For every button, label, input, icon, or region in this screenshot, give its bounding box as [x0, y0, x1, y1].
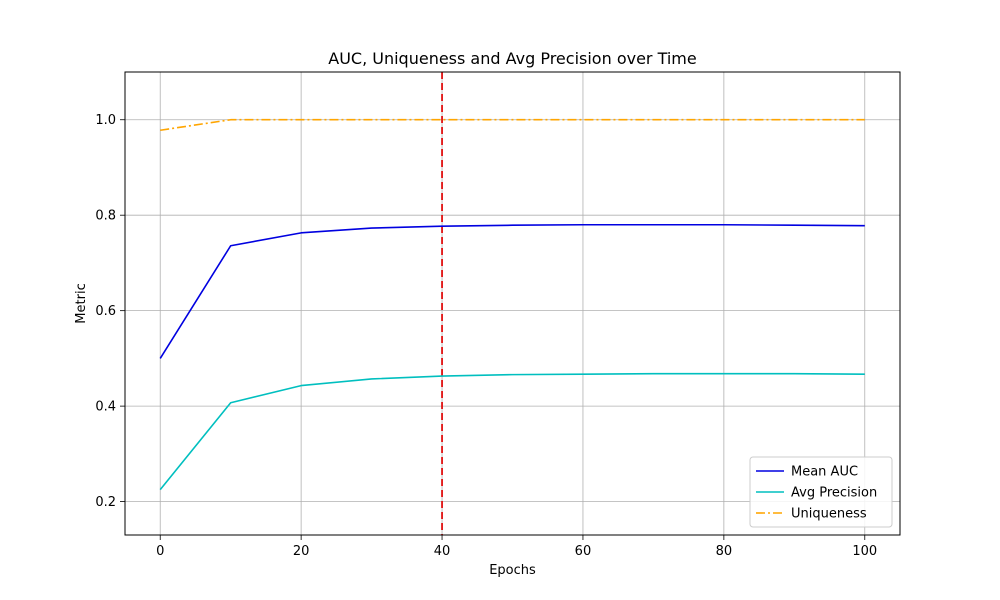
x-tick-label: 20 — [293, 544, 310, 559]
y-tick-label: 0.4 — [95, 400, 116, 415]
series-line-uniqueness — [160, 118, 865, 132]
x-tick-label: 40 — [434, 544, 451, 559]
series-line-avg-precision — [159, 372, 865, 491]
chart-title: AUC, Uniqueness and Avg Precision over T… — [328, 49, 696, 68]
y-axis-label: Metric — [74, 283, 89, 323]
series-layer — [159, 118, 865, 491]
x-tick-label: 80 — [716, 544, 733, 559]
legend-box — [749, 456, 893, 528]
legend-label: Mean AUC — [791, 465, 858, 480]
x-axis-label: Epochs — [489, 563, 536, 578]
y-tick-label: 0.2 — [95, 495, 116, 510]
x-tick-label: 0 — [156, 544, 164, 559]
x-tick-label: 60 — [575, 544, 592, 559]
x-tick-label: 100 — [852, 544, 877, 559]
plot-frame — [124, 71, 901, 536]
y-tick-label: 0.6 — [95, 304, 116, 319]
ticks: 0 20 40 60 80 100 0.2 0.4 0.6 0.8 1.0 — [95, 113, 877, 559]
y-tick-label: 0.8 — [95, 209, 116, 224]
series-line-mean-auc — [159, 223, 865, 359]
y-tick-label: 1.0 — [95, 113, 116, 128]
legend: Mean AUC Avg Precision Uniqueness — [749, 456, 893, 528]
legend-label: Avg Precision — [791, 486, 877, 501]
legend-label: Uniqueness — [791, 507, 867, 522]
